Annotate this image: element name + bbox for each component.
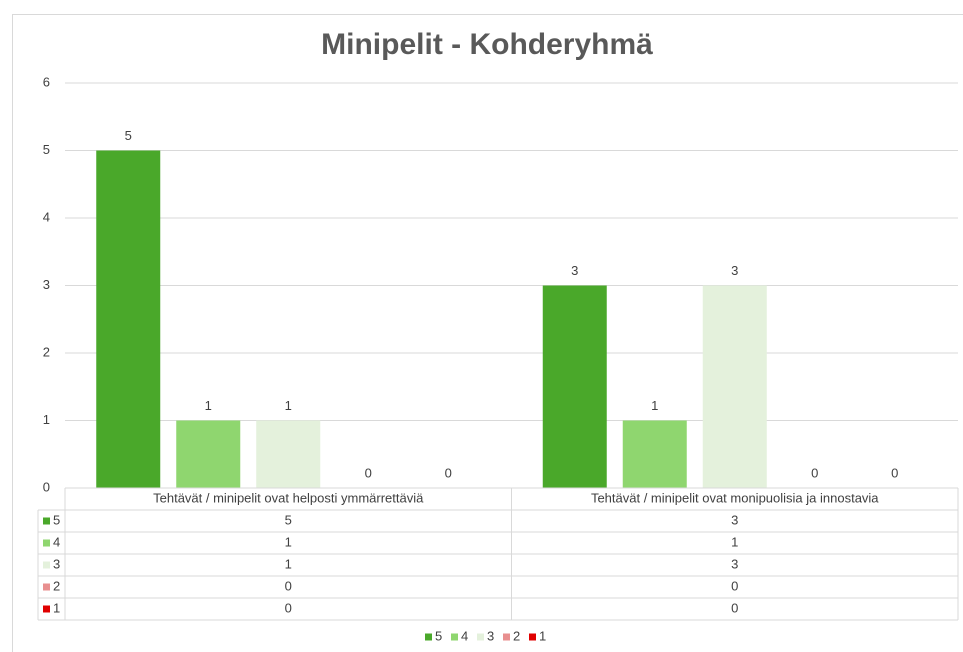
table-value: 0 bbox=[731, 600, 738, 615]
legend-label: 5 bbox=[435, 628, 442, 643]
x-tick-label: Tehtävät / minipelit ovat monipuolisia j… bbox=[591, 490, 879, 505]
y-tick-label: 2 bbox=[43, 344, 50, 359]
bar bbox=[542, 285, 607, 488]
legend-label: 4 bbox=[461, 628, 468, 643]
table-series-name: 1 bbox=[53, 600, 60, 615]
chart-title: Minipelit - Kohderyhmä bbox=[321, 28, 653, 61]
legend-key bbox=[529, 633, 536, 641]
bar bbox=[96, 150, 161, 488]
y-tick-label: 4 bbox=[43, 209, 50, 224]
legend-key bbox=[451, 633, 458, 641]
table-legend-key bbox=[43, 561, 50, 569]
legend-key bbox=[503, 633, 510, 641]
table-value: 3 bbox=[731, 556, 738, 571]
legend-label: 1 bbox=[539, 628, 546, 643]
chart-border bbox=[12, 14, 963, 652]
bar bbox=[176, 420, 241, 488]
table-series-name: 3 bbox=[53, 556, 60, 571]
y-tick-label: 6 bbox=[43, 74, 50, 89]
bar bbox=[256, 420, 321, 488]
legend-label: 3 bbox=[487, 628, 494, 643]
table-series-name: 5 bbox=[53, 512, 60, 527]
y-tick-label: 0 bbox=[43, 479, 50, 494]
table-legend-key bbox=[43, 583, 50, 591]
y-tick-label: 5 bbox=[43, 142, 50, 157]
table-value: 1 bbox=[285, 534, 292, 549]
table-value: 5 bbox=[285, 512, 292, 527]
table-value: 0 bbox=[731, 578, 738, 593]
legend-key bbox=[425, 633, 432, 641]
y-tick-label: 1 bbox=[43, 412, 50, 427]
table-legend-key bbox=[43, 605, 50, 613]
legend-label: 2 bbox=[513, 628, 520, 643]
bar bbox=[702, 285, 767, 488]
data-label: 1 bbox=[651, 398, 658, 413]
y-tick-label: 3 bbox=[43, 277, 50, 292]
data-label: 0 bbox=[891, 465, 898, 480]
data-label: 5 bbox=[125, 128, 132, 143]
legend-key bbox=[477, 633, 484, 641]
table-value: 1 bbox=[285, 556, 292, 571]
data-label: 0 bbox=[445, 465, 452, 480]
table-value: 1 bbox=[731, 534, 738, 549]
table-series-name: 2 bbox=[53, 578, 60, 593]
data-label: 0 bbox=[811, 465, 818, 480]
table-legend-key bbox=[43, 539, 50, 547]
data-label: 1 bbox=[205, 398, 212, 413]
table-value: 0 bbox=[285, 578, 292, 593]
data-label: 1 bbox=[285, 398, 292, 413]
table-legend-key bbox=[43, 517, 50, 525]
data-label: 3 bbox=[571, 263, 578, 278]
table-series-name: 4 bbox=[53, 534, 60, 549]
data-label: 0 bbox=[365, 465, 372, 480]
table-value: 3 bbox=[731, 512, 738, 527]
data-label: 3 bbox=[731, 263, 738, 278]
x-tick-label: Tehtävät / minipelit ovat helposti ymmär… bbox=[153, 490, 424, 505]
bar bbox=[622, 420, 687, 488]
table-value: 0 bbox=[285, 600, 292, 615]
